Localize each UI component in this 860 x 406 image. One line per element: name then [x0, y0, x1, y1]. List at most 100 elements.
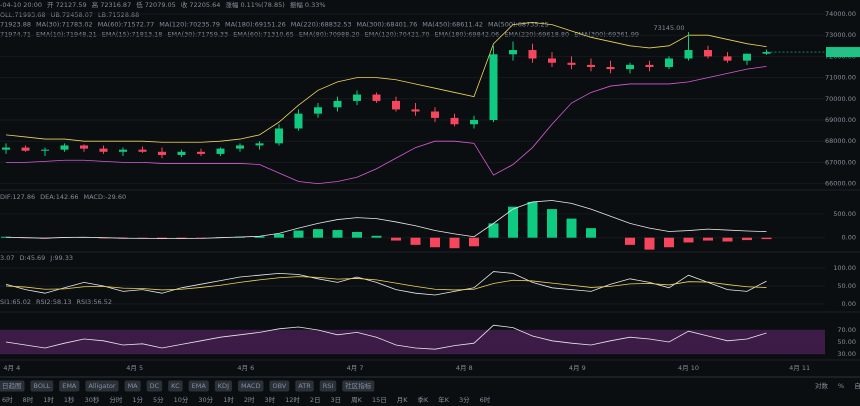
toolbar-button[interactable]: 3分: [459, 395, 470, 404]
toolbar-button[interactable]: 2日: [310, 396, 321, 404]
macd-bar: [722, 237, 733, 242]
toolbar-button[interactable]: EMA: [192, 382, 207, 390]
macd-bar: [332, 230, 343, 238]
candle-body: [626, 64, 634, 70]
toolbar-button[interactable]: KC: [171, 382, 180, 390]
y-tick-label: 30.00: [837, 350, 856, 358]
candle-body: [2, 147, 10, 150]
info-text: 收 72205.64: [181, 0, 221, 9]
toolbar-button[interactable]: DC: [150, 382, 160, 390]
x-tick-label: 4月 6: [237, 364, 254, 372]
macd-bar: [566, 218, 577, 238]
candle-body: [275, 128, 283, 144]
toolbar-button[interactable]: Alligator: [88, 382, 115, 390]
toolbar-button[interactable]: 1时: [43, 395, 54, 404]
toolbar-button[interactable]: 1时: [223, 395, 234, 404]
info-text: 振幅 0.33%: [290, 0, 326, 9]
toolbar-button[interactable]: OBV: [272, 382, 286, 390]
boll-line: [6, 65, 767, 185]
toolbar-button[interactable]: 1秒: [64, 395, 75, 404]
toolbar-button[interactable]: 分时: [109, 395, 123, 404]
toolbar-button[interactable]: %: [838, 382, 844, 390]
macd-bar: [449, 237, 460, 249]
toolbar-button[interactable]: 自动: [854, 381, 860, 390]
info-text: J:99.33: [49, 254, 73, 262]
button-bg: [168, 380, 183, 392]
x-tick-label: 4月 5: [126, 364, 143, 372]
toolbar-button[interactable]: 15日: [372, 396, 387, 404]
info-text: EMA(300):69361.99: [574, 30, 639, 38]
toolbar-button[interactable]: 10分: [174, 395, 189, 404]
x-tick-label: 4月 10: [678, 364, 699, 372]
toolbar-button[interactable]: 月K: [397, 396, 409, 404]
candle-body: [509, 50, 517, 55]
toolbar-button[interactable]: 30分: [198, 395, 213, 404]
macd-bar: [664, 237, 674, 248]
toolbar-button[interactable]: 12时: [285, 395, 300, 404]
indicator-line: [5, 324, 767, 350]
toolbar-button[interactable]: BOLL: [34, 382, 51, 390]
button-bg: [0, 380, 25, 392]
toolbar-button[interactable]: 30秒: [85, 395, 100, 404]
macd-bar: [391, 237, 401, 241]
toolbar-button[interactable]: 2时: [244, 395, 255, 404]
toolbar-button[interactable]: 6时: [2, 395, 13, 404]
info-text: MA(60):71572.77: [98, 21, 155, 29]
toolbar-button[interactable]: 季K: [417, 395, 429, 404]
macd-bar: [508, 206, 518, 238]
boll-line: [5, 22, 767, 143]
info-text: 3.07: [0, 254, 14, 262]
info-text: LB:71528.88: [98, 11, 139, 19]
toolbar-button[interactable]: 日趋图: [2, 381, 22, 390]
candle-body: [236, 145, 244, 149]
info-text: UB:72458.07: [51, 11, 93, 19]
macd-bar: [176, 237, 187, 239]
candle-body: [528, 50, 537, 59]
button-bg: [295, 380, 314, 392]
toolbar-button[interactable]: 年K: [438, 395, 450, 404]
button-bg: [188, 380, 209, 392]
candle-body: [606, 67, 615, 70]
macd-bar: [625, 237, 635, 245]
toolbar-button[interactable]: 对数: [815, 381, 829, 390]
info-text: SI1:65.02: [0, 298, 31, 306]
candle-body: [665, 58, 673, 67]
toolbar-button[interactable]: 8时: [23, 395, 34, 404]
info-text: MA(120):70235.79: [159, 21, 220, 29]
macd-bar: [488, 223, 499, 238]
candle-body: [762, 52, 771, 54]
y-tick-label: 500.00: [833, 210, 856, 218]
toolbar-button[interactable]: 周K: [351, 396, 363, 404]
candle-body: [411, 109, 420, 112]
y-tick-label: 0.00: [842, 300, 856, 308]
toolbar-button[interactable]: 6时: [480, 395, 491, 404]
candle-body: [314, 107, 322, 114]
toolbar-button[interactable]: ATR: [298, 382, 311, 390]
toolbar-button[interactable]: 1分: [132, 395, 143, 404]
macd-bar: [293, 230, 304, 238]
toolbar-button[interactable]: EMA: [62, 382, 77, 390]
last-price-label: 72205.64: [827, 48, 858, 56]
toolbar-button[interactable]: KDJ: [218, 382, 229, 390]
macd-bar: [742, 237, 752, 241]
info-text: DIF:127.86: [0, 193, 35, 201]
candle-body: [21, 147, 30, 151]
macd-bar: [430, 237, 440, 248]
toolbar-button[interactable]: 3时: [264, 395, 275, 404]
candle-body: [177, 151, 186, 155]
toolbar-button[interactable]: MACD: [241, 382, 260, 390]
info-text: EMA(30):71759.33: [167, 30, 228, 38]
y-tick-label: 50.00: [837, 282, 856, 290]
info-text: 71923.88: [0, 21, 31, 29]
candle-body: [60, 145, 69, 150]
info-text: EMA(80):70988.20: [299, 30, 360, 38]
toolbar-button[interactable]: 5分: [153, 395, 164, 404]
toolbar-button[interactable]: 3日: [331, 396, 342, 404]
button-bg: [342, 380, 375, 392]
button-bg: [319, 380, 337, 392]
toolbar-button[interactable]: MA: [128, 382, 139, 390]
toolbar-button[interactable]: 社区指标: [345, 381, 372, 390]
toolbar-button[interactable]: RSI: [323, 382, 334, 390]
high-label: 73145.00: [653, 24, 684, 32]
x-tick-label: 4月 4: [3, 364, 20, 372]
